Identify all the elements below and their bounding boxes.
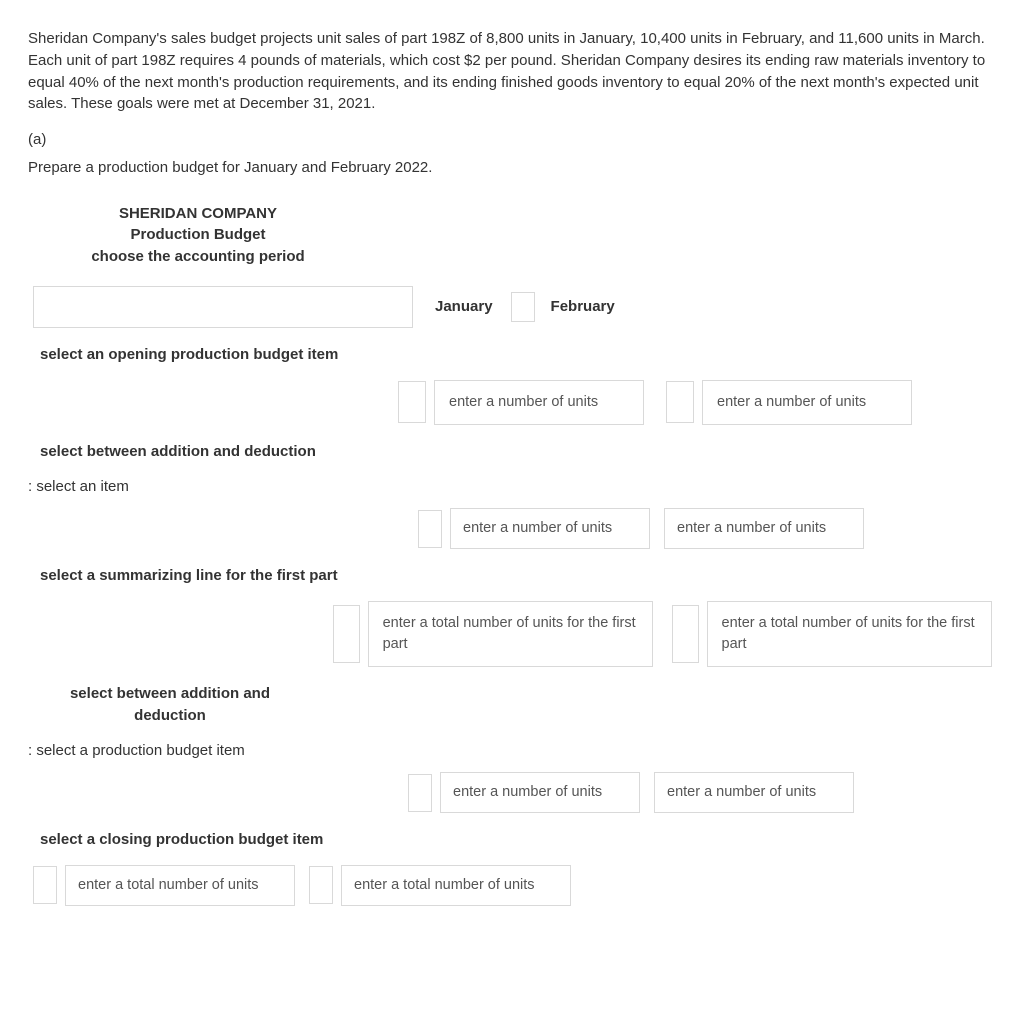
closing-item-label[interactable]: select a closing production budget item xyxy=(40,829,992,851)
sign-box[interactable] xyxy=(333,605,360,663)
sign-box[interactable] xyxy=(398,381,426,423)
column-header-february: February xyxy=(543,296,623,318)
units-input-jan-1[interactable]: enter a number of units xyxy=(434,380,644,425)
total-first-part-feb[interactable]: enter a total number of units for the fi… xyxy=(707,601,992,667)
row-label-input[interactable] xyxy=(33,286,413,328)
units-input-feb-3[interactable]: enter a number of units xyxy=(654,772,854,813)
sign-box[interactable] xyxy=(666,381,694,423)
accounting-period-label: choose the accounting period xyxy=(68,246,328,268)
column-header-january: January xyxy=(427,296,501,318)
units-input-jan-3[interactable]: enter a number of units xyxy=(440,772,640,813)
sign-box[interactable] xyxy=(418,510,442,548)
problem-text: Sheridan Company's sales budget projects… xyxy=(28,28,992,115)
summarizing-label[interactable]: select a summarizing line for the first … xyxy=(40,565,992,587)
budget-title: Production Budget xyxy=(68,224,328,246)
sign-box[interactable] xyxy=(309,866,333,904)
total-units-jan[interactable]: enter a total number of units xyxy=(65,865,295,906)
instruction: Prepare a production budget for January … xyxy=(28,157,992,179)
company-name: SHERIDAN COMPANY xyxy=(68,203,328,225)
add-deduct-label-1[interactable]: select between addition and deduction xyxy=(40,441,992,463)
select-prod-item-label[interactable]: : select a production budget item xyxy=(28,740,992,762)
sign-box[interactable] xyxy=(672,605,699,663)
part-label: (a) xyxy=(28,129,992,151)
add-deduct-label-2[interactable]: select between addition and deduction xyxy=(40,683,300,727)
total-units-feb[interactable]: enter a total number of units xyxy=(341,865,571,906)
sign-box[interactable] xyxy=(33,866,57,904)
opening-item-label[interactable]: select an opening production budget item xyxy=(40,344,992,366)
units-input-feb-2[interactable]: enter a number of units xyxy=(664,508,864,549)
select-item-label[interactable]: : select an item xyxy=(28,476,992,498)
sign-box[interactable] xyxy=(408,774,432,812)
total-first-part-jan[interactable]: enter a total number of units for the fi… xyxy=(368,601,653,667)
units-input-feb-1[interactable]: enter a number of units xyxy=(702,380,912,425)
spacer-box xyxy=(511,292,535,322)
units-input-jan-2[interactable]: enter a number of units xyxy=(450,508,650,549)
